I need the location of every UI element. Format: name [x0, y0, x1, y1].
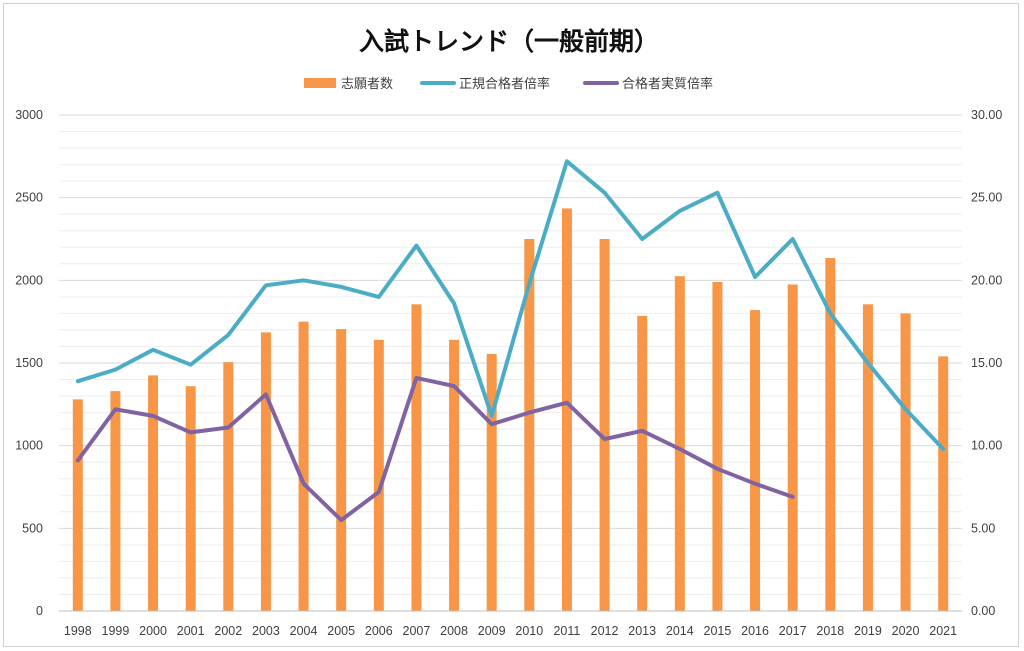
x-tick-label: 2009 [478, 624, 506, 638]
bar-2008 [449, 339, 460, 611]
bar-2013 [637, 315, 648, 611]
bar-2015 [712, 281, 723, 611]
y-left-tick-label: 2000 [15, 273, 43, 287]
x-tick-label: 2007 [403, 624, 431, 638]
line-series [75, 159, 946, 523]
x-tick-label: 2005 [327, 624, 355, 638]
bar-2018 [825, 258, 836, 611]
y-left-tick-label: 1000 [15, 439, 43, 453]
bar-2001 [185, 386, 196, 611]
x-tick-label: 2004 [290, 624, 318, 638]
x-tick-label: 2002 [214, 624, 242, 638]
bar-2019 [862, 304, 873, 611]
x-axis: 1998 1999 2000 2001 2002 2003 2004 2005 2006 2007… [59, 610, 962, 638]
x-tick-label: 1999 [102, 624, 130, 638]
y-right-tick-label: 20.00 [971, 273, 1002, 287]
chart-svg: 入試トレンド（一般前期） 志願者数 正規合格者倍率 合格者実質倍率 0 500 1000… [15, 27, 1002, 638]
x-tick-label: 2016 [741, 624, 769, 638]
y-axis-right: 0.00 5.00 10.00 15.00 20.00 25.00 30.00 [971, 108, 1002, 618]
x-tick-label: 1998 [64, 624, 92, 638]
legend-label: 合格者実質倍率 [622, 76, 713, 92]
bar-2020 [900, 313, 911, 611]
y-right-tick-label: 10.00 [971, 439, 1002, 453]
bar-2007 [411, 304, 422, 611]
y-left-tick-label: 0 [36, 604, 43, 618]
bar-2006 [373, 339, 384, 611]
bar-2000 [148, 375, 159, 611]
bar-2016 [750, 310, 761, 611]
x-tick-label: 2006 [365, 624, 393, 638]
bar-2003 [260, 332, 271, 611]
x-tick-label: 2017 [779, 624, 807, 638]
x-tick-label: 2010 [515, 624, 543, 638]
bar-1998 [72, 399, 83, 611]
x-tick-label: 2015 [704, 624, 732, 638]
x-tick-label: 2018 [816, 624, 844, 638]
y-right-tick-label: 0.00 [971, 604, 995, 618]
x-tick-label: 2008 [440, 624, 468, 638]
y-right-tick-label: 25.00 [971, 191, 1002, 205]
bar-2010 [524, 239, 535, 611]
y-right-tick-label: 5.00 [971, 521, 995, 535]
x-tick-label: 2019 [854, 624, 882, 638]
chart-title: 入試トレンド（一般前期） [359, 27, 659, 56]
y-axis-left: 0 500 1000 1500 2000 2500 3000 [15, 108, 43, 618]
x-tick-label: 2000 [139, 624, 167, 638]
y-right-tick-label: 15.00 [971, 356, 1002, 370]
x-tick-label: 2021 [929, 624, 957, 638]
x-tick-label: 2011 [553, 624, 580, 638]
x-tick-label: 2014 [666, 624, 694, 638]
x-tick-label: 2001 [177, 624, 205, 638]
bar-2012 [599, 239, 610, 611]
bar-2004 [298, 321, 309, 611]
y-right-tick-label: 30.00 [971, 108, 1002, 122]
bar-series [72, 208, 949, 611]
x-tick-label: 2012 [591, 624, 619, 638]
legend: 志願者数 正規合格者倍率 合格者実質倍率 [304, 76, 713, 92]
y-left-tick-label: 1500 [15, 356, 43, 370]
series-line-2 [75, 375, 795, 523]
y-left-tick-label: 2500 [15, 191, 43, 205]
x-tick-label: 2020 [892, 624, 920, 638]
y-left-tick-label: 500 [22, 521, 43, 535]
bar-2011 [561, 208, 572, 611]
legend-label: 志願者数 [341, 77, 393, 92]
bar-2014 [674, 276, 685, 611]
x-tick-label: 2003 [252, 624, 280, 638]
y-left-tick-label: 3000 [15, 108, 43, 122]
x-tick-label: 2013 [628, 624, 656, 638]
series-line-1 [75, 159, 946, 451]
bar-1999 [110, 391, 121, 611]
chart-frame: 入試トレンド（一般前期） 志願者数 正規合格者倍率 合格者実質倍率 0 500 1000… [3, 3, 1019, 647]
legend-swatch-bar [304, 78, 336, 88]
bar-2005 [336, 329, 347, 611]
bar-2021 [938, 356, 949, 611]
bar-2017 [787, 284, 798, 611]
bar-2009 [486, 353, 497, 611]
legend-label: 正規合格者倍率 [459, 76, 550, 92]
bar-2002 [223, 362, 234, 611]
